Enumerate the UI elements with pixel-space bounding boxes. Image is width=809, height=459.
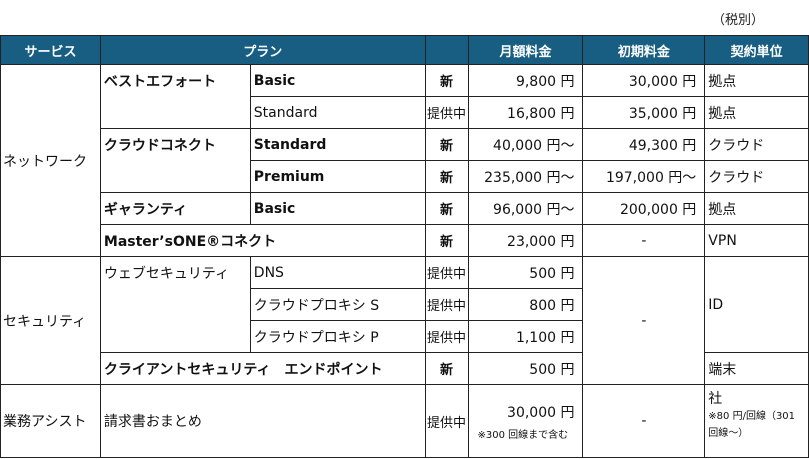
sub-plan: クラウドプロキシ P (249, 320, 426, 353)
contract-unit: VPN (704, 224, 809, 257)
header-monthly: 月額料金 (467, 35, 584, 65)
service-security: セキュリティ (0, 256, 101, 385)
header-initial: 初期料金 (582, 35, 706, 65)
table-row: Standard 提供中 16,800 円 35,000 円 拠点 (1, 96, 809, 129)
contract-unit: 社 (708, 391, 723, 407)
status-badge: 新 (424, 192, 469, 225)
status-badge: 提供中 (424, 288, 469, 321)
contract-unit: ID (704, 256, 809, 353)
plan-name: ベストエフォート (99, 64, 251, 129)
monthly-fee: 30,000 円 (507, 404, 575, 421)
sub-plan: Basic (249, 192, 426, 225)
header-service: サービス (0, 35, 101, 65)
table-row: 業務アシスト 請求書おまとめ 提供中 30,000 円 ※300 回線まで含む -… (0, 384, 809, 458)
table-row: クライアントセキュリティ エンドポイント 新 500 円 端末 (1, 352, 809, 385)
header-plan: プラン (99, 35, 426, 65)
table-row: ネットワーク ベストエフォート Basic 新 9,800 円 30,000 円… (0, 64, 809, 257)
status-badge: 提供中 (424, 384, 469, 458)
tax-note: （税別） (712, 13, 765, 28)
pricing-table: サービス プラン 月額料金 初期料金 契約単位 ネットワーク ベストエフォート … (0, 35, 809, 458)
unit-note: ※80 円/回線（301 回線～） (708, 411, 796, 439)
contract-unit: 拠点 (704, 96, 809, 129)
status-badge: 新 (424, 160, 469, 193)
monthly-fee: 16,800 円 (467, 96, 584, 129)
status-badge: 新 (424, 64, 469, 97)
service-assist: 業務アシスト (0, 384, 101, 458)
plan-name: Master’sONE®コネクト (99, 224, 426, 257)
monthly-fee: 40,000 円～ (467, 128, 584, 161)
monthly-fee: 500 円 (467, 256, 584, 289)
monthly-fee: 800 円 (467, 288, 584, 321)
plan-name: クライアントセキュリティ エンドポイント (99, 352, 426, 385)
sub-plan: Standard (249, 128, 426, 161)
initial-fee: 30,000 円 (582, 64, 706, 97)
initial-fee: 197,000 円～ (582, 160, 706, 193)
header-row: サービス プラン 月額料金 初期料金 契約単位 (0, 35, 809, 65)
sub-plan: Premium (249, 160, 426, 193)
table-row: クラウドプロキシ P 提供中 1,100 円 (1, 320, 809, 353)
contract-unit-cell: 社 ※80 円/回線（301 回線～） (704, 384, 809, 458)
sub-plan: クラウドプロキシ S (249, 288, 426, 321)
contract-unit: 拠点 (704, 64, 809, 97)
monthly-fee: 1,100 円 (467, 320, 584, 353)
status-badge: 新 (424, 128, 469, 161)
contract-unit: クラウド (704, 160, 809, 193)
plan-name: ウェブセキュリティ (99, 256, 251, 353)
initial-fee: 200,000 円 (582, 192, 706, 225)
initial-fee: - (582, 384, 706, 458)
monthly-fee: 500 円 (467, 352, 584, 385)
table-row: セキュリティ ウェブセキュリティ DNS 提供中 500 円 - ID (0, 256, 809, 385)
table-row: Premium 新 235,000 円～ 197,000 円～ クラウド (1, 160, 809, 193)
monthly-fee-cell: 30,000 円 ※300 回線まで含む (467, 384, 584, 458)
monthly-note: ※300 回線まで含む (477, 429, 569, 441)
sub-plan: Basic (249, 64, 426, 97)
status-badge: 提供中 (424, 320, 469, 353)
table-row: Master’sONE®コネクト 新 23,000 円 - VPN (1, 224, 809, 257)
header-unit: 契約単位 (704, 35, 809, 65)
monthly-fee: 9,800 円 (467, 64, 584, 97)
status-badge: 新 (424, 352, 469, 385)
monthly-fee: 23,000 円 (467, 224, 584, 257)
contract-unit: クラウド (704, 128, 809, 161)
initial-fee: 35,000 円 (582, 96, 706, 129)
status-badge: 新 (424, 224, 469, 257)
monthly-fee: 235,000 円～ (467, 160, 584, 193)
status-badge: 提供中 (424, 96, 469, 129)
initial-fee: 49,300 円 (582, 128, 706, 161)
plan-name: ギャランティ (99, 192, 251, 225)
sub-plan: Standard (249, 96, 426, 129)
table-row: クラウドコネクト Standard 新 40,000 円～ 49,300 円 ク… (1, 128, 809, 193)
table-row: ギャランティ Basic 新 96,000 円～ 200,000 円 拠点 (1, 192, 809, 225)
contract-unit: 拠点 (704, 192, 809, 225)
status-badge: 提供中 (424, 256, 469, 289)
initial-fee: - (582, 256, 706, 385)
monthly-fee: 96,000 円～ (467, 192, 584, 225)
plan-name: 請求書おまとめ (99, 384, 426, 458)
contract-unit: 端末 (704, 352, 809, 385)
plan-name: クラウドコネクト (99, 128, 251, 193)
service-network: ネットワーク (0, 64, 101, 257)
table-row: クラウドプロキシ S 提供中 800 円 (1, 288, 809, 321)
header-badge (424, 35, 469, 65)
sub-plan: DNS (249, 256, 426, 289)
initial-fee: - (582, 224, 706, 257)
